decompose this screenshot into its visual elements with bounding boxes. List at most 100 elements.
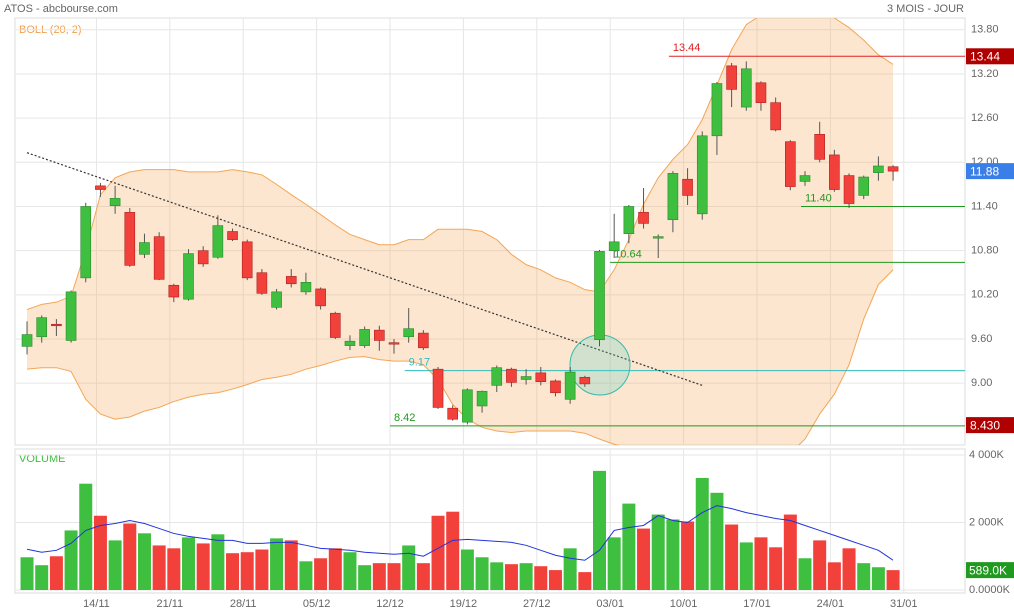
x-tick-label: 28/11 <box>230 598 257 610</box>
price-badge <box>966 48 1014 65</box>
x-tick-label: 03/01 <box>596 598 624 610</box>
volume-bar <box>725 524 739 590</box>
x-tick-label: 12/12 <box>376 598 404 610</box>
y-tick-label: 13.20 <box>971 68 999 80</box>
candle-body <box>711 83 723 137</box>
x-tick-label: 10/01 <box>670 598 698 610</box>
y-tick-label: 9.60 <box>971 333 992 345</box>
candle-body <box>374 329 385 341</box>
volume-bar <box>754 537 768 590</box>
volume-bar <box>270 538 284 590</box>
level-label: 11.40 <box>805 192 832 204</box>
volume-bar <box>93 515 107 590</box>
candle-body <box>506 368 517 383</box>
candle-body <box>65 291 77 341</box>
volume-bar <box>739 542 753 590</box>
level-label: 13.44 <box>673 42 701 54</box>
volume-bar <box>79 483 93 590</box>
candle-body <box>80 206 92 279</box>
volume-bar <box>284 540 298 590</box>
candle-body <box>814 134 825 160</box>
volume-bar <box>196 543 210 590</box>
y-tick-label: 10.80 <box>971 245 999 257</box>
volume-bar <box>607 537 621 590</box>
candle-body <box>285 276 297 285</box>
candle-body <box>755 82 767 103</box>
candle-body <box>564 371 576 400</box>
candle-body <box>153 236 165 280</box>
y2-tick-label: 4 000K <box>969 449 1005 461</box>
candle-body <box>197 250 209 265</box>
candle-body <box>227 231 238 240</box>
volume-bar <box>446 511 460 590</box>
y-tick-label: 11.40 <box>971 200 998 212</box>
candle-body <box>623 206 635 235</box>
candle-body <box>241 241 253 279</box>
volume-label: VOLUME <box>19 453 65 465</box>
candle-body <box>843 175 855 204</box>
volume-bar <box>798 558 812 590</box>
volume-bar <box>593 470 607 590</box>
volume-bar <box>578 572 592 590</box>
x-tick-label: 19/12 <box>450 598 478 610</box>
volume-bar <box>123 523 137 590</box>
volume-bar <box>372 563 386 590</box>
volume-ma <box>26 505 894 561</box>
volume-bar <box>857 563 871 590</box>
chart-subtitle: 3 MOIS - JOUR <box>887 3 964 15</box>
volume-bar <box>431 515 445 590</box>
candle-body <box>447 407 459 420</box>
y-tick-label: 12.60 <box>971 112 999 124</box>
candle-body <box>124 212 136 266</box>
volume-bar <box>871 567 885 590</box>
volume-bar <box>211 534 225 590</box>
candle-body <box>271 291 282 308</box>
bollinger-lower <box>26 269 894 445</box>
volume-bar <box>460 549 474 590</box>
candle-body <box>873 165 884 173</box>
volume-bar <box>827 562 841 590</box>
price-panel <box>14 17 966 446</box>
volume-bar <box>299 561 313 590</box>
volume-bar <box>343 552 357 590</box>
volume-bar <box>886 570 900 590</box>
price-plot: 13.44 11.40 10.64 9.17 8.42 <box>21 18 965 445</box>
candle-body <box>491 367 503 386</box>
x-tick-label: 27/12 <box>523 598 551 610</box>
candle-body <box>550 380 561 394</box>
x-tick-label: 24/01 <box>817 598 845 610</box>
candle-body <box>329 312 341 338</box>
y2-tick-label: 0.0000K <box>969 584 1011 596</box>
volume-bar <box>783 514 797 590</box>
volume-bar <box>137 533 151 590</box>
volume-bar <box>167 548 181 590</box>
price-badge-label: 8.430 <box>970 418 1000 432</box>
price-badge <box>966 417 1014 434</box>
candle-body <box>95 185 106 190</box>
candle-body <box>403 328 414 338</box>
volume-bar <box>358 565 372 590</box>
candle-body <box>315 288 326 307</box>
y-tick-label: 10.20 <box>971 289 999 301</box>
candle-body <box>183 253 194 300</box>
volume-bar <box>152 545 166 590</box>
candle-body <box>462 389 473 423</box>
candle-body <box>579 376 591 385</box>
volume-bar <box>666 519 680 590</box>
x-tick-label: 14/11 <box>83 598 110 610</box>
volume-bar <box>35 565 49 590</box>
candle-body <box>520 376 532 380</box>
price-badge-label: 13.44 <box>970 49 1000 63</box>
candle-body <box>109 198 121 207</box>
volume-bar <box>504 564 518 590</box>
level-label: 10.64 <box>614 248 642 260</box>
level-label: 8.42 <box>394 412 415 424</box>
candle-body <box>594 251 605 341</box>
candle-body <box>887 166 899 172</box>
candle-body <box>667 173 679 221</box>
candle-body <box>829 154 840 190</box>
candle-body <box>36 317 48 338</box>
y2-tick-label: 2 000K <box>969 516 1005 528</box>
candle-body <box>858 176 870 196</box>
